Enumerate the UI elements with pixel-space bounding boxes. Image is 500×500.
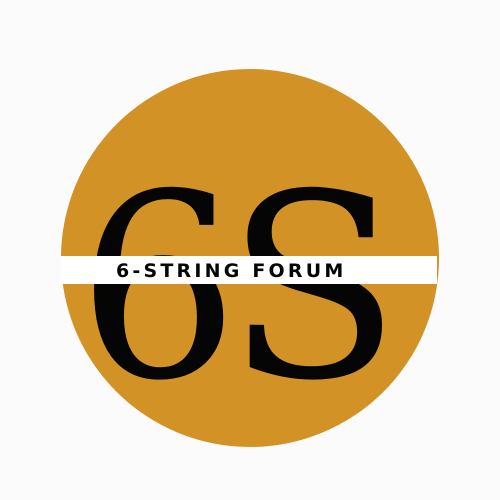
monogram-six: 6 (77, 140, 239, 437)
title-band (61, 256, 437, 284)
monogram-s: S (226, 140, 401, 437)
forum-title: 6-STRING FORUM (116, 260, 346, 282)
